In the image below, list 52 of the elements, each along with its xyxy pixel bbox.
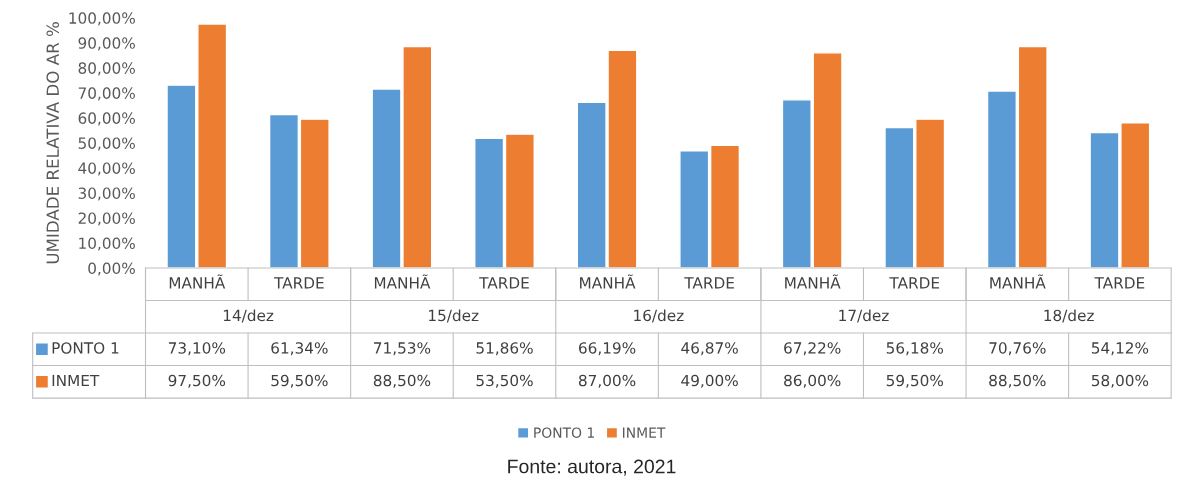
text: PONTO 1 — [534, 427, 594, 438]
text: INMET — [623, 427, 666, 438]
data-label: 59,50% — [271, 374, 328, 388]
y-tick-label: 100,00% — [69, 12, 135, 26]
x-tick-label: TARDE — [684, 277, 734, 289]
text: 15/dez — [429, 309, 479, 323]
y-tick-label: 40,00% — [78, 162, 135, 176]
y-tick-label: 70,00% — [78, 87, 135, 101]
x-tick-label: TARDE — [889, 277, 940, 289]
x-tick-label: MANHÃ — [169, 274, 226, 289]
x-tick-label: MANHÃ — [580, 274, 636, 289]
data-label: 51,86% — [476, 342, 533, 356]
data-label: 56,18% — [886, 342, 944, 356]
data-label: 66,19% — [579, 342, 636, 356]
x-tick-label: TARDE — [479, 277, 529, 289]
y-axis-title: UMIDADE RELATIVA DO AR % — [46, 22, 60, 264]
data-label: 49,00% — [681, 374, 738, 388]
data-label: 70,76% — [989, 342, 1046, 356]
y-tick-label: 30,00% — [78, 187, 135, 201]
y-tick-label: 10,00% — [79, 237, 135, 251]
y-tick-label: 80,00% — [78, 62, 135, 76]
data-label: 87,00% — [578, 374, 636, 388]
y-tick-label: 0,00% — [88, 262, 135, 276]
y-tick-label: 20,00% — [78, 212, 135, 226]
data-label: 59,50% — [886, 374, 944, 388]
y-tick-label: 60,00% — [78, 112, 135, 126]
data-label: 88,50% — [373, 374, 431, 388]
x-tick-label: MANHÃ — [785, 274, 841, 289]
text: 18/dez — [1044, 309, 1094, 323]
data-label: 58,00% — [1091, 374, 1149, 388]
source-note: Fonte: autora, 2021 — [508, 459, 676, 476]
x-tick-label: MANHÃ — [374, 274, 431, 289]
data-label: 97,50% — [168, 374, 226, 388]
text: 17/dez — [839, 309, 889, 323]
data-label: 88,50% — [989, 374, 1046, 388]
data-label: 53,50% — [476, 374, 533, 388]
data-label: 73,10% — [168, 342, 226, 356]
x-tick-label: TARDE — [274, 277, 324, 289]
data-label: 71,53% — [374, 342, 431, 356]
data-label: 86,00% — [784, 374, 841, 388]
data-label: 46,87% — [681, 342, 738, 356]
data-label: 67,22% — [784, 342, 841, 356]
text: 16/dez — [634, 309, 684, 323]
legend-label: INMET — [52, 374, 100, 387]
x-tick-label: MANHÃ — [990, 274, 1046, 289]
data-label: 54,12% — [1091, 342, 1149, 356]
x-tick-label: TARDE — [1094, 277, 1145, 289]
legend-label: PONTO 1 — [52, 342, 119, 354]
y-tick-label: 50,00% — [78, 137, 135, 151]
data-label: 61,34% — [271, 342, 328, 356]
y-tick-label: 90,00% — [78, 37, 135, 51]
text: 14/dez — [223, 309, 274, 323]
